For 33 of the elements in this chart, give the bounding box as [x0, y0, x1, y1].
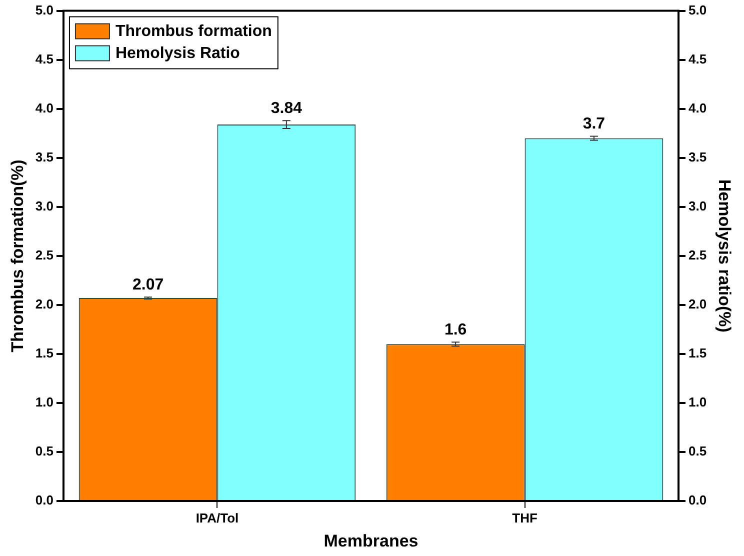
y2-tick-label: 1.5 — [688, 346, 707, 361]
legend-label: Hemolysis Ratio — [115, 45, 240, 62]
x-tick-label: THF — [512, 510, 538, 526]
x-tick-label: IPA/Tol — [196, 510, 239, 526]
y2-tick-label: 3.5 — [688, 149, 707, 164]
y-axis-title: Thrombus formation(%) — [8, 160, 27, 352]
data-label: 3.7 — [582, 116, 606, 133]
y-tick-label: 2.5 — [35, 247, 54, 262]
y-tick-label: 2.0 — [35, 296, 54, 312]
y-tick-label: 4.5 — [35, 51, 54, 66]
y-tick-label: 5.0 — [35, 2, 54, 18]
y-tick-label: 4.0 — [35, 100, 54, 116]
y2-tick-label: 3.0 — [688, 198, 707, 214]
y2-tick-label: 0.0 — [688, 492, 707, 508]
y2-axis-title: Hemolysis ratio(%) — [715, 179, 734, 332]
y2-tick-label: 2.0 — [688, 296, 707, 312]
y-tick-label: 0.0 — [35, 492, 54, 508]
data-label: 1.6 — [444, 322, 467, 339]
legend-label: Thrombus formation — [115, 23, 272, 40]
x-axis-title: Membranes — [324, 531, 418, 550]
data-label: 3.84 — [270, 100, 302, 118]
y-tick-label: 0.5 — [35, 444, 54, 459]
y-tick-label: 3.5 — [35, 149, 54, 164]
y-tick-label: 1.5 — [35, 346, 54, 361]
y2-tick-label: 4.0 — [688, 100, 707, 116]
y-tick-label: 3.0 — [35, 198, 54, 214]
y2-tick-label: 4.5 — [688, 51, 707, 66]
y2-tick-label: 2.5 — [688, 247, 707, 262]
y-tick-label: 1.0 — [35, 394, 54, 410]
y2-tick-label: 1.0 — [688, 394, 707, 410]
y2-tick-label: 5.0 — [688, 2, 707, 18]
data-label: 2.07 — [132, 276, 164, 294]
y2-tick-label: 0.5 — [688, 444, 707, 459]
